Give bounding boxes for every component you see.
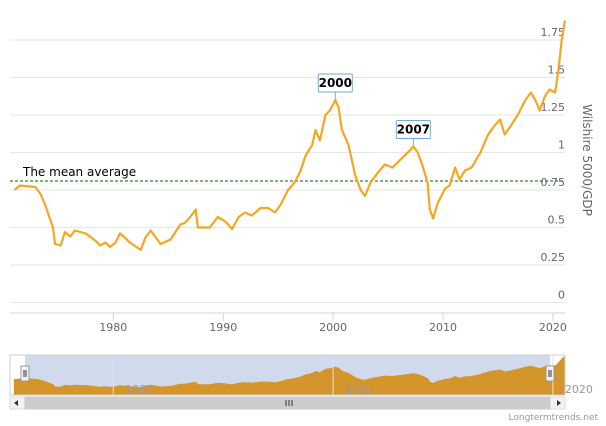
mean-label: The mean average bbox=[22, 165, 136, 179]
x-tick-label: 2000 bbox=[319, 321, 347, 334]
y-tick-label: 0 bbox=[558, 289, 565, 302]
x-tick-label: 1980 bbox=[99, 321, 127, 334]
annotation-label: 2007 bbox=[397, 123, 430, 137]
navigator-area bbox=[13, 355, 566, 396]
y-tick-label: 0.25 bbox=[541, 251, 566, 264]
scrollbar-thumb[interactable] bbox=[24, 396, 551, 410]
annotation-label: 2000 bbox=[319, 76, 352, 90]
y-tick-label: 1.5 bbox=[548, 64, 566, 77]
y-tick-label: 0.75 bbox=[541, 176, 566, 189]
scrollbar-arrow-right[interactable] bbox=[557, 400, 561, 406]
x-tick-label: 2020 bbox=[539, 321, 567, 334]
navigator-tick-label: 2000 bbox=[345, 383, 373, 396]
x-tick-label: 1990 bbox=[209, 321, 237, 334]
x-tick-label: 2010 bbox=[429, 321, 457, 334]
navigator-handle[interactable] bbox=[545, 365, 555, 382]
scrollbar-arrow-left[interactable] bbox=[14, 400, 18, 406]
annotation-box bbox=[317, 73, 353, 93]
y-tick-label: 1 bbox=[558, 139, 565, 152]
credits[interactable]: Longtermtrends.net bbox=[509, 413, 599, 423]
navigator-outline bbox=[9, 354, 566, 396]
annotation-box bbox=[395, 120, 431, 139]
navigator-tick-label: 2020 bbox=[565, 383, 593, 396]
y-axis-title: Wilshire 5000/GDP bbox=[580, 104, 594, 216]
y-tick-label: 1.25 bbox=[541, 101, 566, 114]
y-tick-label: 0.5 bbox=[548, 214, 566, 227]
y-tick-label: 1.75 bbox=[541, 26, 566, 39]
navigator-handle[interactable] bbox=[20, 365, 30, 382]
navigator-tick-label: 1980 bbox=[125, 383, 153, 396]
data-line bbox=[13, 20, 567, 252]
